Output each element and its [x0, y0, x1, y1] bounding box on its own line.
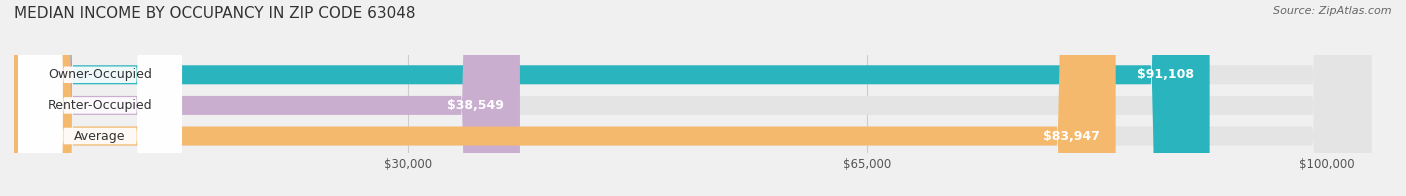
FancyBboxPatch shape	[18, 0, 181, 196]
Text: MEDIAN INCOME BY OCCUPANCY IN ZIP CODE 63048: MEDIAN INCOME BY OCCUPANCY IN ZIP CODE 6…	[14, 6, 416, 21]
Text: Average: Average	[75, 130, 125, 142]
FancyBboxPatch shape	[14, 0, 1371, 196]
FancyBboxPatch shape	[14, 0, 1209, 196]
Text: $38,549: $38,549	[447, 99, 505, 112]
FancyBboxPatch shape	[18, 0, 181, 196]
FancyBboxPatch shape	[14, 0, 1371, 196]
Text: $91,108: $91,108	[1137, 68, 1194, 81]
FancyBboxPatch shape	[14, 0, 1371, 196]
Text: $83,947: $83,947	[1043, 130, 1099, 142]
Text: Source: ZipAtlas.com: Source: ZipAtlas.com	[1274, 6, 1392, 16]
FancyBboxPatch shape	[18, 0, 181, 196]
FancyBboxPatch shape	[14, 0, 1116, 196]
FancyBboxPatch shape	[14, 0, 520, 196]
Text: Renter-Occupied: Renter-Occupied	[48, 99, 152, 112]
Text: Owner-Occupied: Owner-Occupied	[48, 68, 152, 81]
